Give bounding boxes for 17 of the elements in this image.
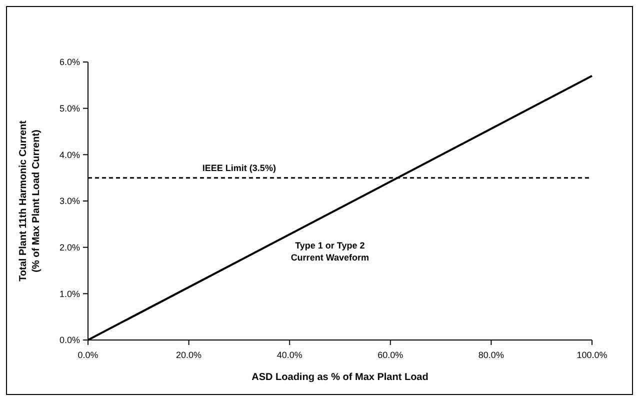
x-tick-label: 20.0% xyxy=(176,350,202,360)
y-tick-label: 4.0% xyxy=(59,150,80,160)
x-tick-label: 80.0% xyxy=(478,350,504,360)
y-tick-label: 5.0% xyxy=(59,103,80,114)
x-tick-label: 0.0% xyxy=(78,350,98,360)
x-axis-title: ASD Loading as % of Max Plant Load xyxy=(252,372,428,383)
x-tick-label: 60.0% xyxy=(378,350,404,360)
y-tick-label: 1.0% xyxy=(59,288,80,299)
x-tick-label: 100.0% xyxy=(576,350,608,360)
x-tick-label: 40.0% xyxy=(276,350,302,360)
y-tick-label: 0.0% xyxy=(59,335,80,346)
y-tick-label: 2.0% xyxy=(59,242,80,252)
y-axis-title: Total Plant 11th Harmonic Current (% of Max Plant Load Current) xyxy=(18,120,42,282)
annotation: Type 1 or Type 2 Current Waveform xyxy=(290,240,370,262)
ref-line-label: IEEE Limit (3.5%) xyxy=(202,162,276,173)
y-tick-label: 3.0% xyxy=(59,196,80,206)
y-tick-label: 6.0% xyxy=(59,57,80,68)
